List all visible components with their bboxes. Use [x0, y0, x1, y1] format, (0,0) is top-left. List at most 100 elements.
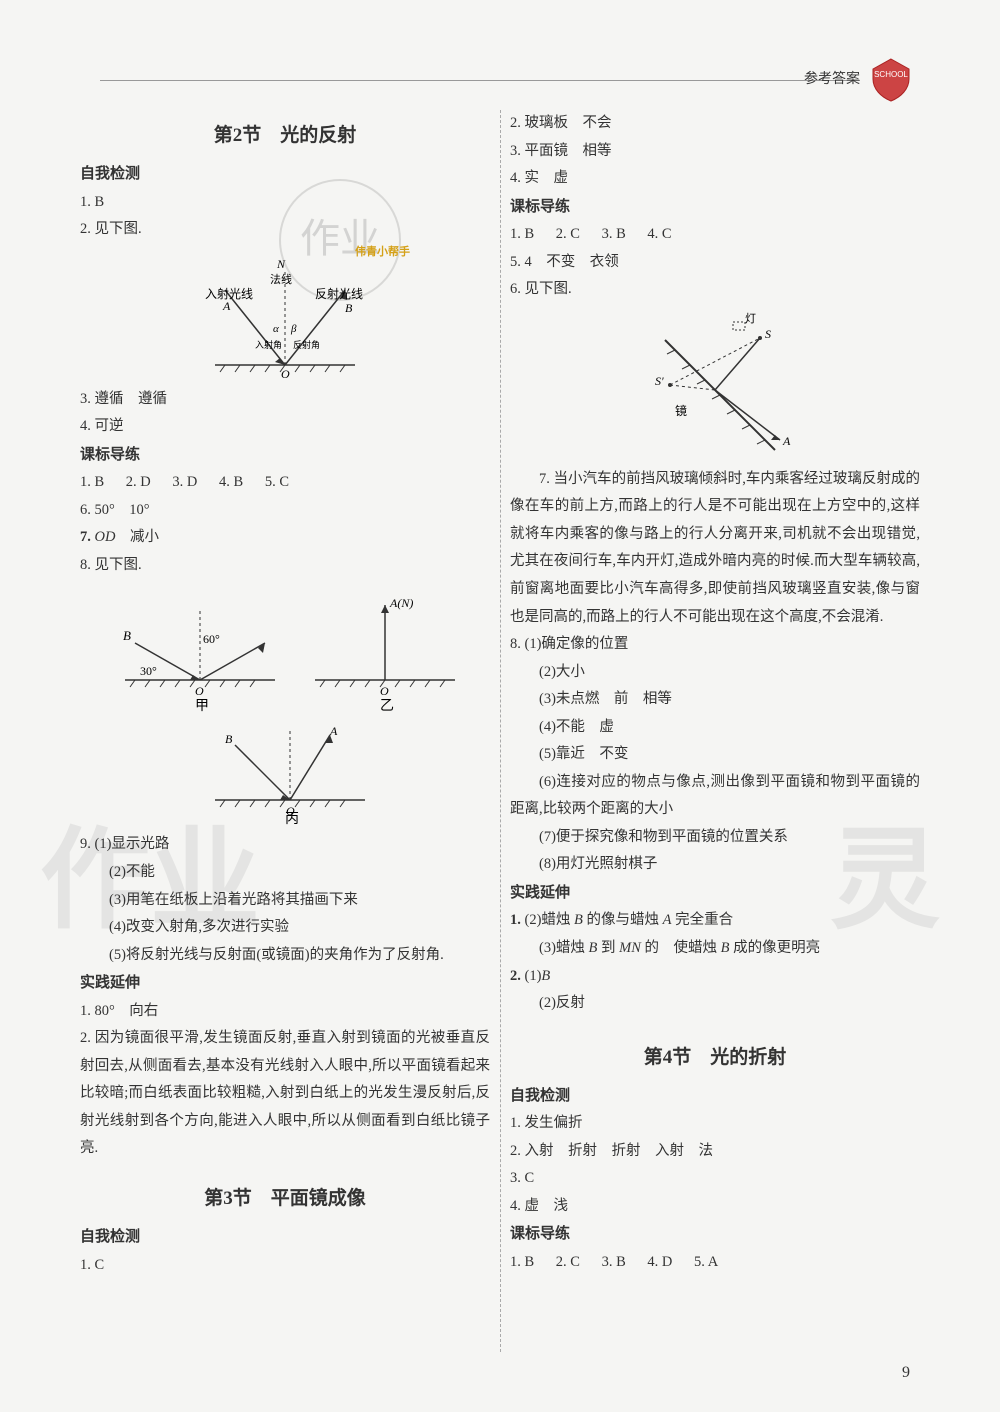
- r-g5: 5. 4 不变 衣领: [510, 249, 920, 277]
- column-divider: [500, 110, 501, 1352]
- answer-2: 2. 见下图.: [80, 216, 490, 244]
- answer-g9-5: (5)将反射光线与反射面(或镜面)的夹角作为了反射角.: [80, 942, 490, 970]
- s4g5: 5. A: [694, 1254, 718, 1270]
- answer-3: 3. 遵循 遵循: [80, 386, 490, 414]
- header-rule: [100, 80, 860, 81]
- r-guide: 课标导练: [510, 193, 920, 222]
- s4-a3: 3. C: [510, 1165, 920, 1193]
- right-column: 2. 玻璃板 不会 3. 平面镜 相等 4. 实 虚 课标导练 1. B 2. …: [510, 110, 920, 1279]
- svg-text:30°: 30°: [140, 664, 157, 678]
- s4-a1: 1. 发生偏折: [510, 1110, 920, 1138]
- guide-heading: 课标导练: [80, 441, 490, 470]
- mirror-diagram: S 灯 S' A 镜: [615, 310, 815, 460]
- rg1: 1. B: [510, 226, 534, 242]
- g5: 5. C: [265, 474, 289, 490]
- svg-text:N: N: [276, 257, 286, 271]
- svg-text:A: A: [329, 724, 338, 738]
- self-check-heading: 自我检测: [80, 160, 490, 189]
- header-label: 参考答案: [804, 68, 860, 88]
- answer-g8: 8. 见下图.: [80, 552, 490, 580]
- answer-g9-4: (4)改变入射角,多次进行实验: [80, 914, 490, 942]
- practice-heading: 实践延伸: [80, 969, 490, 998]
- answer-g7: 7. OD 减小: [80, 524, 490, 552]
- practice-2: 2. 因为镜面很平滑,发生镜面反射,垂直入射到镜面的光被垂直反射回去,从侧面看去…: [80, 1025, 490, 1163]
- r-g8-5: (5)靠近 不变: [510, 741, 920, 769]
- svg-text:反射光线: 反射光线: [315, 286, 363, 301]
- svg-text:O: O: [195, 684, 204, 698]
- left-column: 第2节 光的反射 自我检测 1. B 2. 见下图. 入射光线 反射光线 N 法…: [80, 110, 490, 1279]
- g3: 3. D: [172, 474, 197, 490]
- s4-guide: 课标导练: [510, 1220, 920, 1249]
- r-p2-1: 2. (1)B: [510, 963, 920, 991]
- svg-text:B: B: [225, 732, 233, 746]
- svg-text:O: O: [281, 367, 290, 380]
- s4-a4: 4. 虚 浅: [510, 1193, 920, 1221]
- r-p2-2: (2)反射: [510, 990, 920, 1018]
- svg-text:SCHOOL: SCHOOL: [874, 70, 908, 79]
- r-g8-6: (6)连接对应的物点与像点,测出像到平面镜和物到平面镜的距离,比较两个距离的大小: [510, 769, 920, 824]
- s3-a1: 1. C: [80, 1252, 490, 1280]
- svg-text:A: A: [782, 434, 791, 448]
- svg-text:A: A: [222, 299, 231, 313]
- svg-text:O: O: [380, 684, 389, 698]
- r-g8-3: (3)未点燃 前 相等: [510, 686, 920, 714]
- svg-text:B: B: [123, 628, 131, 643]
- r-g8-1: 8. (1)确定像的位置: [510, 631, 920, 659]
- svg-text:S: S: [765, 327, 771, 341]
- svg-text:α: α: [273, 323, 279, 335]
- section-3-title: 第3节 平面镜成像: [80, 1181, 490, 1217]
- answer-g9-1: 9. (1)显示光路: [80, 831, 490, 859]
- reflection-diagram-1: 入射光线 反射光线 N 法线 A B α β 入射角 反射角 O: [185, 250, 385, 380]
- annotation-label: 伟青小帮手: [355, 243, 410, 259]
- rg4: 4. C: [647, 226, 671, 242]
- page-number: 9: [902, 1364, 910, 1382]
- svg-text:丙: 丙: [285, 812, 299, 825]
- s3-selfcheck: 自我检测: [80, 1223, 490, 1252]
- svg-text:S': S': [655, 374, 664, 388]
- r-a2: 2. 玻璃板 不会: [510, 110, 920, 138]
- svg-text:甲: 甲: [195, 699, 209, 714]
- answer-g6: 6. 50° 10°: [80, 497, 490, 525]
- guide-row-1: 1. B 2. D 3. D 4. B 5. C: [80, 469, 490, 497]
- svg-text:灯: 灯: [745, 312, 756, 325]
- r-a4: 4. 实 虚: [510, 165, 920, 193]
- rg2: 2. C: [556, 226, 580, 242]
- r-guide-row: 1. B 2. C 3. B 4. C: [510, 221, 920, 249]
- reflection-diagram-2: B 30° 60° O 甲 A(N) O 乙 B A O 丙: [105, 585, 465, 825]
- answer-1: 1. B: [80, 189, 490, 217]
- g4: 4. B: [219, 474, 243, 490]
- r-g8-8: (8)用灯光照射棋子: [510, 851, 920, 879]
- r-g7: 7. 当小汽车的前挡风玻璃倾斜时,车内乘客经过玻璃反射成的像在车的前上方,而路上…: [510, 466, 920, 631]
- r-practice: 实践延伸: [510, 879, 920, 908]
- practice-1: 1. 80° 向右: [80, 998, 490, 1026]
- svg-text:镜: 镜: [675, 403, 687, 418]
- r-p1-3: (3)蜡烛 B 到 MN 的 使蜡烛 B 成的像更明亮: [510, 935, 920, 963]
- s4g2: 2. C: [556, 1254, 580, 1270]
- rg3: 3. B: [602, 226, 626, 242]
- g1: 1. B: [80, 474, 104, 490]
- svg-text:B: B: [345, 301, 353, 315]
- svg-text:乙: 乙: [380, 698, 394, 714]
- r-g6: 6. 见下图.: [510, 276, 920, 304]
- r-g8-7: (7)便于探究像和物到平面镜的位置关系: [510, 824, 920, 852]
- svg-text:反射角: 反射角: [293, 339, 320, 350]
- svg-text:入射角: 入射角: [255, 339, 282, 350]
- s4g4: 4. D: [647, 1254, 672, 1270]
- r-g8-4: (4)不能 虚: [510, 714, 920, 742]
- r-a3: 3. 平面镜 相等: [510, 138, 920, 166]
- svg-text:β: β: [290, 323, 297, 335]
- s4-selfcheck: 自我检测: [510, 1082, 920, 1111]
- r-g8-2: (2)大小: [510, 659, 920, 687]
- answer-g9-3: (3)用笔在纸板上沿着光路将其描画下来: [80, 887, 490, 915]
- school-badge-icon: SCHOOL: [867, 55, 915, 103]
- s4g3: 3. B: [602, 1254, 626, 1270]
- svg-text:60°: 60°: [203, 632, 220, 646]
- g2: 2. D: [126, 474, 151, 490]
- s4g1: 1. B: [510, 1254, 534, 1270]
- s4-row: 1. B 2. C 3. B 4. D 5. A: [510, 1249, 920, 1277]
- svg-text:法线: 法线: [270, 272, 292, 286]
- r-p1-2: 1. (2)蜡烛 B 的像与蜡烛 A 完全重合: [510, 907, 920, 935]
- answer-g9-2: (2)不能: [80, 859, 490, 887]
- section-2-title: 第2节 光的反射: [80, 118, 490, 154]
- svg-text:A(N): A(N): [389, 596, 413, 610]
